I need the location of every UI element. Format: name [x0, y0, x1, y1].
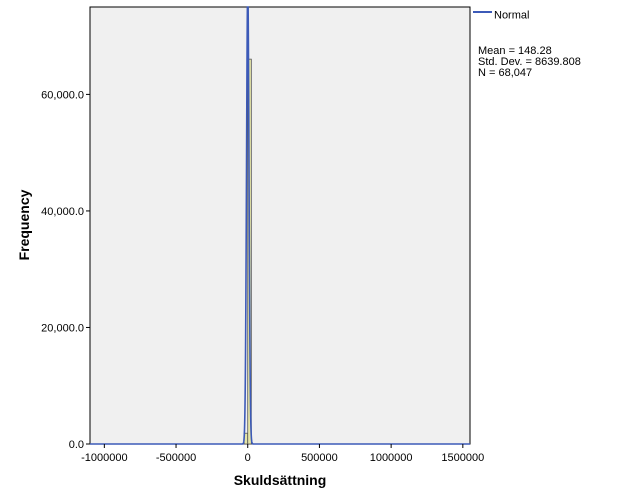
- x-tick-label: -500000: [156, 452, 196, 464]
- legend-stat-n: N = 68,047: [478, 67, 532, 79]
- legend-label-normal: Normal: [494, 10, 529, 22]
- x-tick-label: 1000000: [370, 452, 413, 464]
- legend-stat-mean: Mean = 148.28: [478, 45, 552, 57]
- legend-stat-std: Std. Dev. = 8639.808: [478, 56, 581, 68]
- x-tick-label: 1500000: [441, 452, 484, 464]
- plot-area: [89, 6, 471, 445]
- y-axis-title: Frequency: [16, 189, 32, 260]
- y-tick-label: 40,000.0: [41, 206, 84, 218]
- y-tick-label: 20,000.0: [41, 322, 84, 334]
- x-tick-label: 500000: [301, 452, 338, 464]
- legend: Normal Mean = 148.28 Std. Dev. = 8639.80…: [473, 10, 581, 79]
- y-tick-label: 60,000.0: [41, 89, 84, 101]
- x-tick-label: -1000000: [81, 452, 128, 464]
- x-axis-title: Skuldsättning: [234, 472, 327, 488]
- x-tick-label: 0: [245, 452, 251, 464]
- y-tick-label: 0.0: [69, 439, 84, 451]
- normal-curve: [90, 6, 470, 445]
